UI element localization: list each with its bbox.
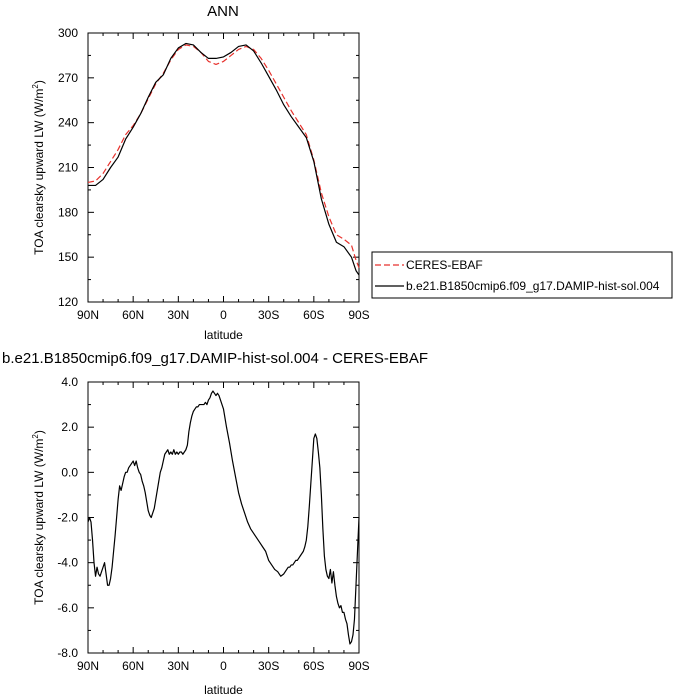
y-tick-label: -6.0 — [57, 601, 78, 615]
plot-frame — [87, 381, 360, 654]
x-tick-label: 90N — [77, 659, 99, 673]
legend: CERES-EBAF b.e21.B1850cmip6.f09_g17.DAMIP… — [371, 251, 673, 299]
x-axis-label: latitude — [204, 328, 243, 342]
chart-title: b.e21.B1850cmip6.f09_g17.DAMIP-hist-sol.… — [2, 350, 428, 367]
x-tick-label: 60N — [122, 659, 144, 673]
upper-line-chart: ANN 90N 60N 30N 0 30S 60S 90S 120 150 180 210 240 270… — [31, 3, 673, 342]
y-tick-label: 240 — [58, 116, 78, 130]
series-line-0 — [87, 390, 360, 645]
x-tick-label: 60S — [303, 659, 324, 673]
y-tick-label: -2.0 — [57, 511, 78, 525]
legend-label: b.e21.B1850cmip6.f09_g17.DAMIP-hist-sol.… — [406, 279, 660, 293]
x-tick-label: 90N — [77, 308, 99, 322]
y-tick-label: 180 — [58, 205, 78, 219]
y-tick-label: 2.0 — [61, 420, 78, 434]
y-tick-label: 120 — [58, 295, 78, 309]
x-tick-label: 0 — [220, 308, 227, 322]
y-tick-label: 270 — [58, 71, 78, 85]
x-tick-label: 60N — [122, 308, 144, 322]
series-line-1 — [88, 42, 360, 276]
x-tick-label: 30N — [167, 659, 189, 673]
y-axis-label-text: TOA clearsky upward LW (W/m — [32, 439, 46, 605]
y-tick-label: 210 — [58, 161, 78, 175]
y-axis-label-text: TOA clearsky upward LW (W/m — [32, 89, 46, 255]
y-tick-label: -4.0 — [57, 556, 78, 570]
chart-title: ANN — [207, 3, 239, 20]
lower-difference-chart: b.e21.B1850cmip6.f09_g17.DAMIP-hist-sol.… — [2, 350, 428, 697]
legend-box — [371, 251, 673, 299]
y-axis-label: TOA clearsky upward LW (W/m2) — [31, 430, 46, 605]
y-axis-label-close: ) — [32, 80, 46, 84]
y-axis-label-superscript: 2 — [31, 434, 40, 439]
x-axis-label: latitude — [204, 683, 243, 697]
x-tick-label: 90S — [348, 308, 369, 322]
x-tick-label: 0 — [220, 659, 227, 673]
y-axis-label-superscript: 2 — [31, 84, 40, 89]
plot-frame — [87, 32, 360, 303]
y-axis-label: TOA clearsky upward LW (W/m2) — [31, 80, 46, 255]
y-tick-label: 0.0 — [61, 465, 78, 479]
series-line-0 — [87, 44, 360, 268]
x-tick-label: 30S — [258, 659, 279, 673]
y-tick-label: -8.0 — [57, 646, 78, 660]
y-tick-label: 300 — [58, 26, 78, 40]
y-axis-label-close: ) — [32, 430, 46, 434]
x-tick-label: 90S — [348, 659, 369, 673]
legend-label: CERES-EBAF — [406, 258, 483, 272]
y-tick-label: 150 — [58, 250, 78, 264]
x-tick-label: 60S — [303, 308, 324, 322]
x-tick-label: 30S — [258, 308, 279, 322]
y-tick-label: 4.0 — [61, 375, 78, 389]
x-tick-label: 30N — [167, 308, 189, 322]
